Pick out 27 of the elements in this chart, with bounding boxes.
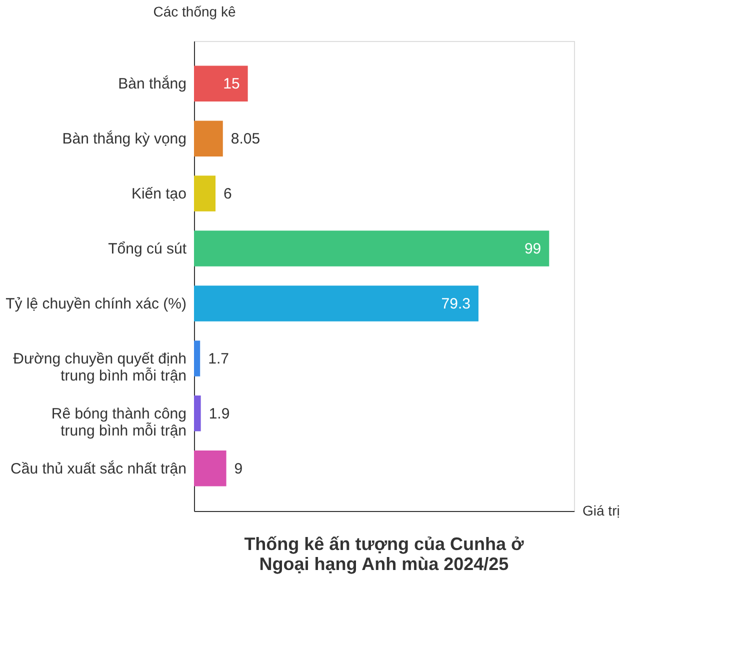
bar (194, 230, 550, 266)
bar (194, 176, 216, 212)
bar (194, 120, 223, 156)
y-tick-label: Bàn thắng kỳ vọng (62, 130, 186, 148)
bar (194, 286, 478, 322)
bar (194, 66, 248, 102)
y-tick-label: Kiến tạo (131, 186, 186, 203)
bar (194, 340, 200, 376)
data-label: 99 (524, 240, 542, 258)
y-tick-label: Rê bóng thành công trung bình mỗi trận (51, 405, 186, 440)
bar (194, 396, 201, 432)
y-tick-label: Tỷ lệ chuyền chính xác (%) (6, 295, 186, 312)
data-label: 79.3 (441, 295, 470, 312)
x-axis-title: Giá trị (582, 502, 620, 518)
data-label: 8.05 (230, 130, 260, 148)
data-label: 1.9 (208, 405, 230, 422)
bar (194, 450, 226, 486)
y-axis-title: Các thống kê (153, 4, 236, 20)
data-label: 15 (223, 76, 240, 93)
y-tick-label: Đường chuyền quyết định trung bình mỗi trận (13, 350, 186, 384)
data-label: 9 (234, 460, 243, 478)
data-label: 6 (224, 186, 232, 203)
text: Thống kê ấn tượng của Cunha ở Ngoại hạng Anh mùa 2024/25 (244, 534, 524, 574)
y-tick-label: Tổng cú sút (108, 240, 188, 258)
y-tick-label: Bàn thắng (118, 74, 186, 93)
data-label: 1.7 (208, 350, 229, 368)
y-tick-label: Cầu thủ xuất sắc nhất trận (10, 459, 186, 478)
